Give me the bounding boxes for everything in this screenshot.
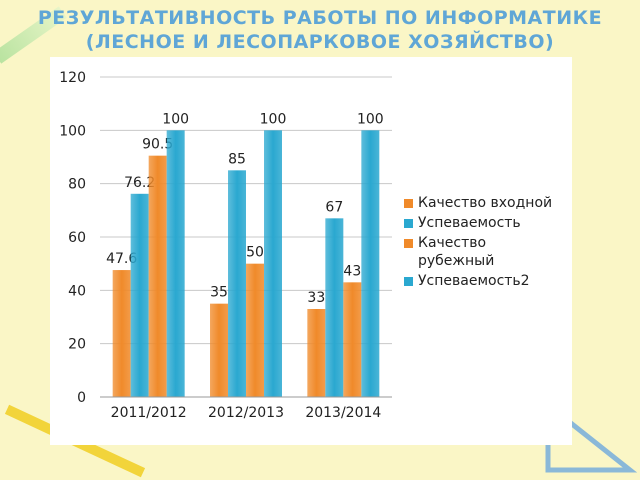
data-label: 76.2 [124, 175, 155, 191]
legend-swatch [404, 277, 413, 286]
data-label: 35 [210, 285, 228, 301]
legend-swatch [404, 239, 413, 248]
y-tick-label: 80 [68, 177, 86, 193]
legend-item: Успеваемость [404, 214, 564, 232]
bar [148, 155, 167, 397]
bar [343, 282, 362, 397]
bar [112, 270, 131, 397]
data-label: 90.5 [142, 137, 173, 153]
legend-swatch [404, 219, 413, 228]
legend-label: Качество рубежный [418, 235, 495, 269]
data-label: 43 [343, 263, 361, 279]
data-label: 100 [357, 111, 384, 127]
ruler-decor [0, 6, 67, 64]
data-label: 47.6 [106, 251, 137, 267]
chart-title: РЕЗУЛЬТАТИВНОСТЬ РАБОТЫ ПО ИНФОРМАТИКЕ (… [37, 7, 603, 53]
data-label: 85 [228, 151, 246, 167]
y-tick-label: 100 [59, 123, 86, 139]
bar [264, 130, 282, 398]
y-tick-label: 20 [68, 337, 86, 353]
legend-item: Успеваемость2 [404, 272, 564, 290]
bar [307, 309, 326, 397]
x-tick-label: 2013/2014 [305, 405, 381, 421]
y-tick-label: 120 [59, 70, 86, 86]
y-tick-label: 60 [68, 230, 86, 246]
bar [361, 130, 380, 398]
x-tick-label: 2012/2013 [208, 405, 284, 421]
data-label: 100 [260, 111, 287, 127]
bar [325, 218, 344, 397]
data-label: 50 [246, 245, 264, 261]
bar [130, 193, 149, 397]
legend-item: Качество рубежный [404, 234, 564, 270]
data-label: 33 [307, 290, 325, 306]
bar [166, 130, 185, 398]
data-label: 67 [325, 199, 343, 215]
bar [246, 263, 264, 397]
legend: Качество входной Успеваемость Качество руб… [404, 194, 564, 292]
legend-item: Качество входной [404, 194, 564, 212]
bar [210, 303, 228, 397]
x-tick-label: 2011/2012 [111, 405, 187, 421]
legend-label: Успеваемость [418, 215, 521, 231]
legend-label: Качество входной [418, 195, 553, 211]
legend-swatch [404, 199, 413, 208]
y-tick-label: 0 [77, 390, 86, 406]
y-tick-label: 40 [68, 283, 86, 299]
bar [228, 170, 246, 397]
data-label: 100 [162, 111, 189, 127]
legend-label: Успеваемость2 [418, 273, 530, 289]
